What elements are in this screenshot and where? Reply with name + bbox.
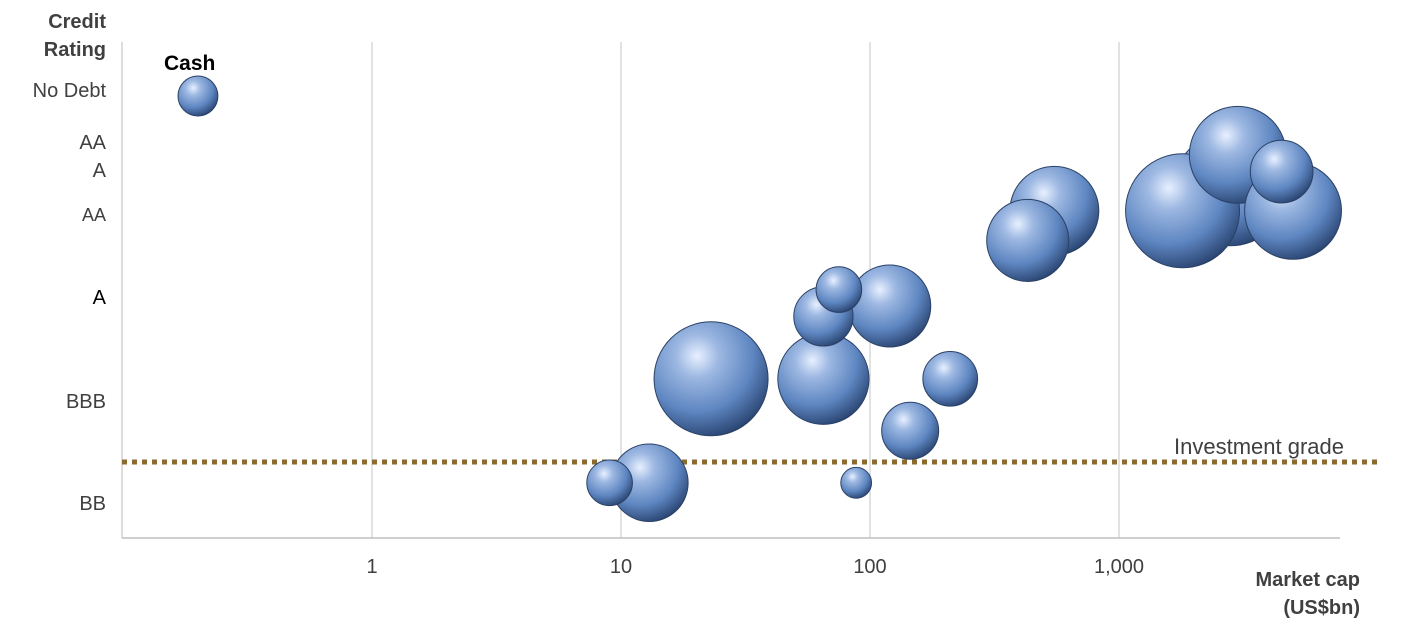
bubble-point bbox=[777, 332, 870, 425]
y-tick-label: BB bbox=[79, 493, 106, 515]
bubble-cash bbox=[177, 75, 219, 117]
bubble-point bbox=[815, 266, 863, 313]
y-axis-title: Credit Rating bbox=[0, 8, 106, 64]
cash-label: Cash bbox=[164, 52, 216, 75]
bubble-point bbox=[1249, 139, 1314, 204]
x-tick-label: 10 bbox=[609, 556, 633, 578]
bubble-point bbox=[653, 321, 769, 437]
bubble-point bbox=[848, 264, 932, 348]
y-tick-label: AA bbox=[79, 132, 106, 154]
bubble-point bbox=[840, 466, 873, 499]
y-tick-label: BBB bbox=[65, 391, 106, 413]
x-axis-title-line2: (US$bn) bbox=[1283, 597, 1360, 619]
x-axis-title-line1: Market cap bbox=[1255, 569, 1361, 591]
bubble-point bbox=[986, 198, 1070, 282]
y-tick-label: No Debt bbox=[32, 80, 106, 102]
x-tick-label: 1 bbox=[366, 556, 378, 578]
x-axis-title: Market cap (US$bn) bbox=[1200, 566, 1361, 622]
bubble-point bbox=[922, 350, 979, 407]
y-tick-label: AA bbox=[81, 205, 106, 225]
y-axis-title-line1: Credit bbox=[48, 11, 106, 33]
y-tick-label: A bbox=[92, 160, 106, 182]
y-axis-title-line2: Rating bbox=[43, 39, 106, 61]
y-tick-label: A bbox=[92, 287, 106, 309]
investment-grade-label: Investment grade bbox=[1174, 434, 1344, 459]
x-tick-label: 100 bbox=[853, 556, 887, 578]
bubble-point bbox=[881, 401, 940, 460]
x-tick-label: 1,000 bbox=[1093, 556, 1145, 578]
bubble-point bbox=[586, 459, 633, 507]
